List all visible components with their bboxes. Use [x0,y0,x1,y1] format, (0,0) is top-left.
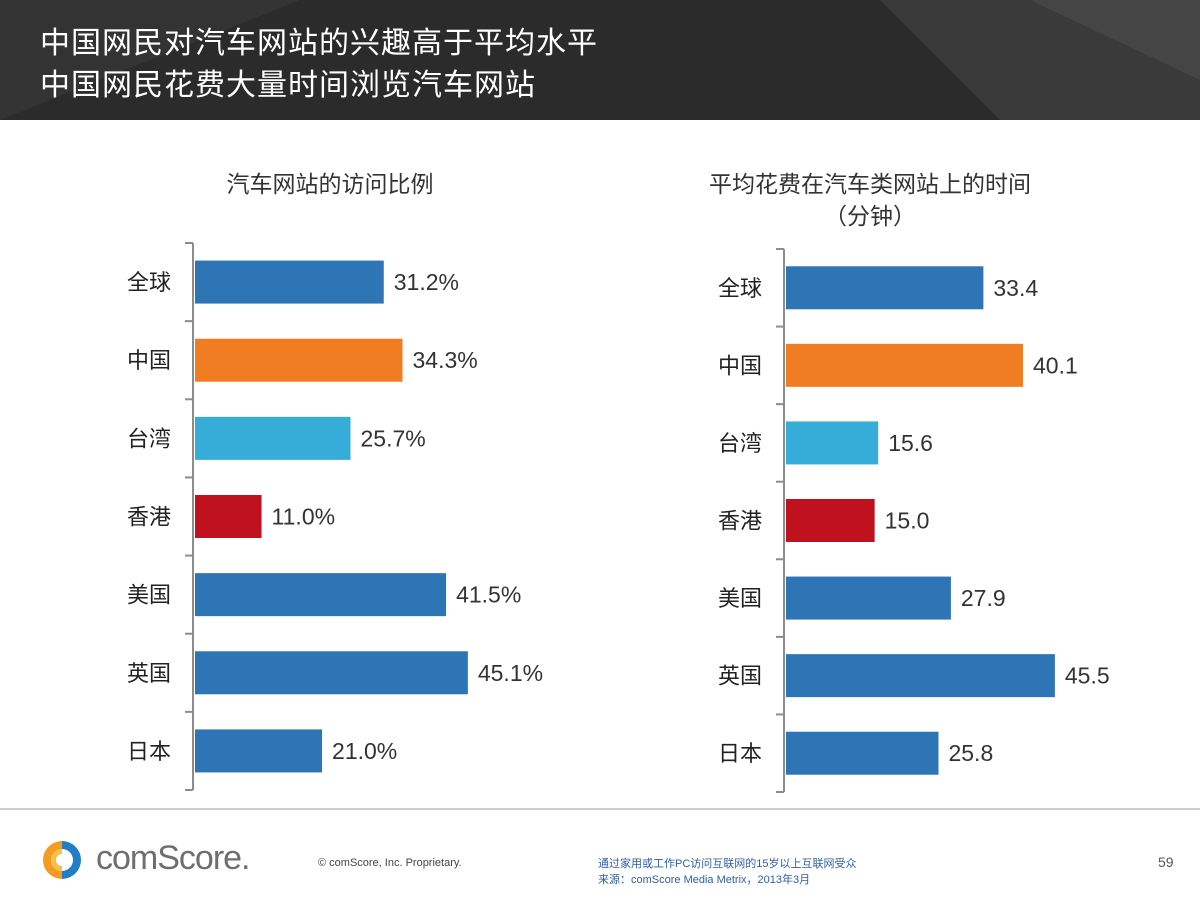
chart-title-visit-ratio: 汽车网站的访问比例 [226,172,434,198]
bar-time-spent [786,499,875,542]
category-label-time-spent: 全球 [718,277,762,302]
value-label-time-spent: 40.1 [1033,352,1078,378]
bar-time-spent [786,343,1023,387]
value-label-visit-ratio: 41.5% [456,582,521,608]
value-label-visit-ratio: 25.7% [360,425,425,451]
bar-visit-ratio [195,573,447,617]
value-label-visit-ratio: 11.0% [272,504,336,530]
category-label-visit-ratio: 美国 [127,584,171,609]
bar-visit-ratio [195,729,323,773]
page-number: 59 [1158,854,1174,870]
bar-time-spent [786,654,1055,698]
bar-time-spent [786,266,984,310]
bar-time-spent [786,421,879,465]
chart-subtitle-minutes: （分钟） [824,204,916,230]
category-label-time-spent: 香港 [718,510,762,535]
bar-visit-ratio [195,260,384,304]
header-decoration [0,0,1200,120]
value-label-visit-ratio: 45.1% [478,660,543,686]
bar-charts: 全球 31.2% 中国 34.3% 台湾 25.7% 香港 11.0% 美国 41.5% 英国 45.… [127,242,1110,793]
page-title-line-1: 中国网民对汽车网站的兴趣高于平均水平 [40,26,598,61]
value-label-time-spent: 15.6 [888,430,933,456]
page-title-line-2: 中国网民花费大量时间浏览汽车网站 [40,68,536,103]
value-label-visit-ratio: 34.3% [413,347,478,373]
copyright-text: © comScore, Inc. Proprietary. [318,857,462,869]
bar-visit-ratio [195,416,351,460]
category-label-visit-ratio: 英国 [127,662,171,687]
category-label-visit-ratio: 全球 [127,271,171,296]
value-label-time-spent: 15.0 [885,508,930,534]
category-label-time-spent: 美国 [718,587,762,612]
bar-time-spent [786,731,939,775]
footnote-audience: 通过家用或工作PC访问互联网的15岁以上互联网受众 [598,858,857,870]
bar-time-spent [786,576,951,620]
comscore-logo-icon [43,841,81,879]
category-label-time-spent: 中国 [718,354,762,379]
value-label-time-spent: 27.9 [961,585,1006,611]
value-label-visit-ratio: 31.2% [394,269,459,295]
category-label-time-spent: 台湾 [718,432,762,457]
category-label-time-spent: 日本 [718,742,762,767]
footer-divider [0,808,1200,810]
comscore-logo-text: comScore. [96,839,250,877]
chart-title-time-spent: 平均花费在汽车类网站上的时间 [709,172,1031,198]
category-label-visit-ratio: 香港 [127,506,171,531]
header-banner: 中国网民对汽车网站的兴趣高于平均水平 中国网民花费大量时间浏览汽车网站 [0,0,1200,120]
value-label-time-spent: 45.5 [1065,663,1110,689]
category-label-time-spent: 英国 [718,665,762,690]
category-label-visit-ratio: 日本 [127,740,171,765]
bar-visit-ratio [195,338,403,382]
category-label-visit-ratio: 台湾 [127,427,171,452]
value-label-time-spent: 25.8 [948,740,993,766]
category-label-visit-ratio: 中国 [127,349,171,374]
footnote-source: 来源：comScore Media Metrix，2013年3月 [598,874,811,886]
value-label-time-spent: 33.4 [993,275,1038,301]
bar-visit-ratio [195,651,468,695]
value-label-visit-ratio: 21.0% [332,738,397,764]
bar-visit-ratio [195,495,262,538]
